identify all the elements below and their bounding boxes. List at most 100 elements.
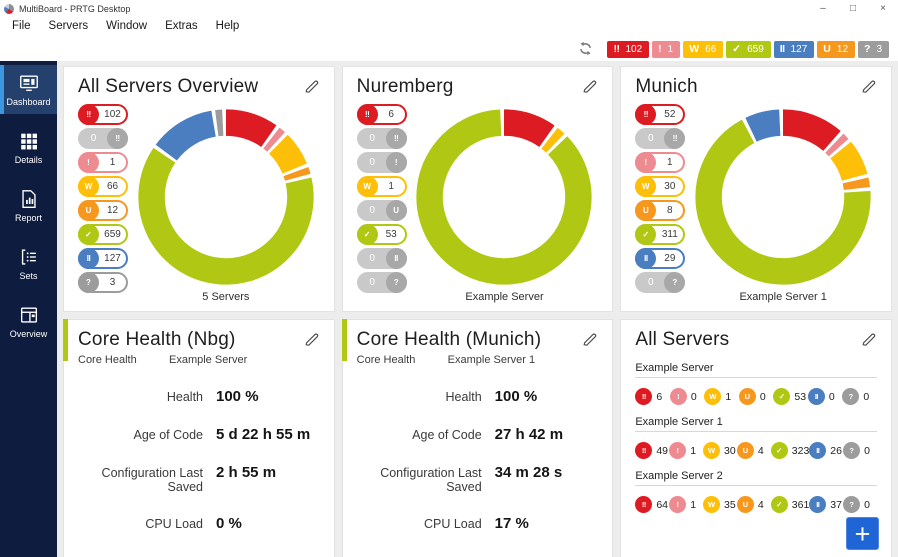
toolbar-badge-partial[interactable]: ! 1 xyxy=(652,40,681,58)
status-pill-warning[interactable]: W 66 xyxy=(78,176,128,197)
toolbar-badge-down[interactable]: !! 102 xyxy=(607,40,650,58)
donut-segment-warning xyxy=(830,141,868,182)
status-count-partial[interactable]: ! 0 xyxy=(669,388,705,405)
status-pill-partial[interactable]: ! 1 xyxy=(78,152,128,173)
status-pill-up[interactable]: ✓ 53 xyxy=(356,224,407,245)
donut-segment-up xyxy=(138,147,314,285)
card-header: Munich xyxy=(635,76,877,98)
toolbar-badge-count: 66 xyxy=(705,43,717,55)
status-pill-count: 0 xyxy=(90,133,97,144)
status-pill-warning[interactable]: W 30 xyxy=(635,176,686,197)
add-panel-button[interactable]: + xyxy=(845,517,879,550)
toolbar-badge-paused[interactable]: II 127 xyxy=(773,40,815,58)
status-count-paused[interactable]: II 26 xyxy=(809,442,843,459)
status-pill-count: 0 xyxy=(369,253,375,264)
status-pill-partial[interactable]: 0! xyxy=(356,152,407,173)
status-pill-unusual[interactable]: U 12 xyxy=(78,200,128,221)
status-count-down[interactable]: !! 64 xyxy=(635,496,669,513)
status-pill-up[interactable]: ✓ 659 xyxy=(78,224,128,245)
edit-card-button[interactable] xyxy=(303,76,320,98)
status-pill-down[interactable]: !! 52 xyxy=(635,104,686,125)
status-count-unknown[interactable]: ? 0 xyxy=(843,496,877,513)
toolbar-badge-up[interactable]: ✓ 659 xyxy=(726,40,771,58)
status-paused-icon: II xyxy=(78,248,99,269)
status-pill-up[interactable]: ✓ 311 xyxy=(635,224,686,245)
status-count-down[interactable]: !! 6 xyxy=(635,388,670,405)
close-button[interactable]: × xyxy=(868,2,898,15)
metric-row: Configuration Last Saved 34 m 28 s xyxy=(357,464,599,494)
status-count-warning[interactable]: W 30 xyxy=(703,442,737,459)
sidebar-item-overview[interactable]: Overview xyxy=(0,297,57,346)
app-body: Dashboard Details Report Sets Overview All S… xyxy=(0,61,898,557)
status-pill-down[interactable]: !! 102 xyxy=(78,104,128,125)
edit-card-button[interactable] xyxy=(581,76,598,98)
metric-row: Health 100 % xyxy=(78,388,320,405)
status-unusual-icon: U xyxy=(736,496,754,513)
status-count-paused[interactable]: II 37 xyxy=(809,496,843,513)
status-pill-count: 659 xyxy=(104,229,121,240)
sidebar-item-dashboard[interactable]: Dashboard xyxy=(0,65,57,114)
status-count-warning[interactable]: W 35 xyxy=(703,496,737,513)
status-count-paused[interactable]: II 0 xyxy=(807,388,843,405)
edit-card-button[interactable] xyxy=(860,329,877,351)
sidebar-item-details[interactable]: Details xyxy=(0,123,57,172)
donut-segment-up xyxy=(416,109,593,285)
status-pill-down_ack[interactable]: 0!! xyxy=(635,128,686,149)
status-count-partial[interactable]: ! 1 xyxy=(669,496,703,513)
metric-row: CPU Load 0 % xyxy=(78,515,320,532)
menu-file[interactable]: File xyxy=(3,17,40,35)
donut-segment-unknown xyxy=(214,109,224,137)
metric-label: CPU Load xyxy=(145,517,203,531)
refresh-button[interactable] xyxy=(578,41,593,57)
status-pill-partial[interactable]: ! 1 xyxy=(635,152,686,173)
status-count-value: 30 xyxy=(724,444,736,457)
report-icon xyxy=(21,190,36,208)
edit-card-button[interactable] xyxy=(581,329,598,351)
status-count-unknown[interactable]: ? 0 xyxy=(843,442,877,459)
status-pill-unknown[interactable]: 0? xyxy=(635,272,686,293)
status-pill-count: 0 xyxy=(648,133,654,144)
status-pill-unknown[interactable]: ? 3 xyxy=(78,272,128,293)
status-count-up[interactable]: ✓ 361 xyxy=(770,496,809,513)
status-partial-glyph: ! xyxy=(658,43,662,55)
status-pill-count: 6 xyxy=(388,109,394,120)
edit-card-button[interactable] xyxy=(303,329,320,351)
toolbar-badge-warning[interactable]: W 66 xyxy=(683,40,724,58)
status-count-partial[interactable]: ! 1 xyxy=(669,442,703,459)
toolbar-badge-unknown[interactable]: ? 3 xyxy=(858,40,889,58)
dashboard-grid: All Servers Overview!! 102 0!!! 1 W 66 U 12 ✓ 659… xyxy=(57,61,898,557)
menu-extras[interactable]: Extras xyxy=(156,17,207,35)
status-pill-paused[interactable]: II 29 xyxy=(635,248,686,269)
status-count-unknown[interactable]: ? 0 xyxy=(842,388,877,405)
menu-servers[interactable]: Servers xyxy=(40,17,98,35)
status-pill-count: 0 xyxy=(369,133,375,144)
card-title: Nuremberg xyxy=(356,76,454,97)
sidebar-item-report[interactable]: Report xyxy=(0,181,57,230)
maximize-button[interactable]: □ xyxy=(838,2,868,15)
menu-window[interactable]: Window xyxy=(97,17,156,35)
toolbar-badge-unusual[interactable]: U 12 xyxy=(817,40,856,58)
status-pill-down_ack[interactable]: 0!! xyxy=(78,128,128,149)
minimize-button[interactable]: – xyxy=(808,2,838,15)
status-pill-unknown[interactable]: 0? xyxy=(356,272,407,293)
sidebar-item-label: Sets xyxy=(19,271,38,281)
refresh-icon xyxy=(580,42,592,55)
menu-help[interactable]: Help xyxy=(207,17,249,35)
status-pill-paused[interactable]: 0 II xyxy=(356,248,407,269)
status-pill-down_ack[interactable]: 0!! xyxy=(356,128,407,149)
sidebar-item-sets[interactable]: Sets xyxy=(0,239,57,288)
edit-card-button[interactable] xyxy=(860,76,877,98)
status-pill-paused[interactable]: II 127 xyxy=(78,248,128,269)
status-count-down[interactable]: !! 49 xyxy=(635,442,669,459)
status-count-up[interactable]: ✓ 323 xyxy=(770,442,809,459)
toolbar-badge-count: 659 xyxy=(747,43,764,55)
status-count-up[interactable]: ✓ 53 xyxy=(773,388,808,405)
status-pill-down[interactable]: !! 6 xyxy=(356,104,407,125)
